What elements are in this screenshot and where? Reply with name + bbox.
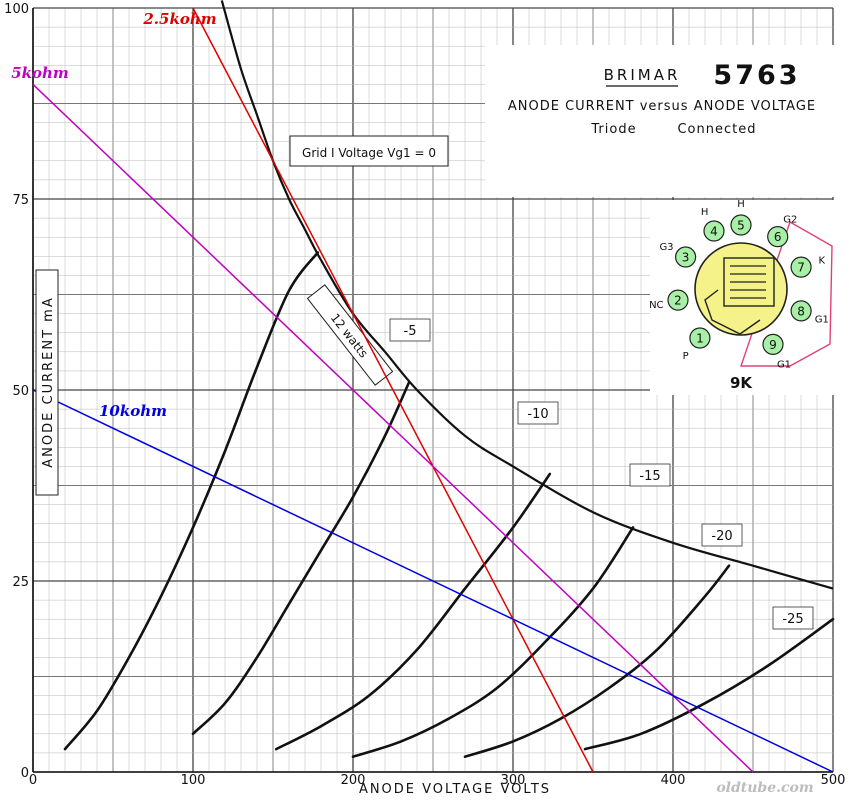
watermark: oldtube.com (716, 780, 813, 796)
pin-1-label: P (683, 351, 689, 362)
curve-label--5: -5 (404, 324, 417, 339)
tube-number: 5763 (713, 60, 800, 91)
pin-9-circle (762, 333, 784, 355)
x-axis-label: ANODE VOLTAGE VOLTS (359, 782, 551, 797)
electrode-lead (704, 289, 761, 335)
pin-8-circle (790, 300, 812, 322)
curve-vg1--20 (463, 564, 731, 758)
y-tick-label: 50 (12, 384, 29, 399)
pin-6-circle (767, 226, 789, 248)
tube-body (694, 242, 788, 336)
pin-6-number: 6 (774, 230, 782, 244)
x-tick-label: 200 (341, 773, 366, 788)
x-tick-label: 0 (29, 773, 37, 788)
pin-2-number: 2 (674, 294, 682, 308)
curve-vg1--25 (583, 617, 835, 751)
pin-7-circle (790, 256, 812, 278)
electrode-frame (723, 257, 775, 307)
curve-label--25: -25 (782, 612, 803, 627)
pin-4-number: 4 (710, 225, 718, 239)
pin-6-label: G2 (783, 215, 797, 226)
power-label-box: 12 watts (306, 284, 394, 386)
curve-label--20: -20 (711, 529, 732, 544)
base-label: 9K (730, 374, 753, 392)
pin-9-number: 9 (769, 338, 777, 352)
curve-vg1--15 (351, 526, 635, 758)
curves (63, 0, 835, 758)
curve-label-box (772, 606, 814, 630)
pin-3-label: G3 (659, 242, 673, 253)
load-line-label-2.5kohm: 2.5kohm (142, 10, 216, 28)
load-line-2.5kohm (192, 7, 594, 773)
pin-3-number: 3 (682, 251, 690, 265)
grid-voltage-label: Grid I Voltage Vg1 = 0 (302, 146, 436, 160)
y-tick-label: 25 (12, 575, 29, 590)
pin-5-label: H (737, 199, 745, 210)
y-tick-label: 75 (12, 193, 29, 208)
pin-1-number: 1 (696, 332, 704, 346)
pin-4-label: H (701, 207, 709, 218)
pin-9-label: G1 (777, 360, 791, 371)
y-tick-label: 0 (21, 766, 29, 781)
pin-7-number: 7 (797, 261, 805, 275)
x-tick-label: 100 (181, 773, 206, 788)
pin-outline (740, 220, 833, 367)
chart-title: ANODE CURRENT versus ANODE VOLTAGE (508, 99, 816, 114)
dissipation-curve (220, 0, 834, 590)
load-line-10kohm (32, 389, 834, 773)
labels: -5 -10 -15 -20 -25 2.5kohm 5kohm 10kohm (11, 10, 814, 630)
ylabel-box: ANODE CURRENT mA (35, 269, 59, 496)
pin-8-label: G1 (815, 314, 829, 325)
curve-label-box (629, 463, 671, 487)
brand-label: BRIMAR (604, 66, 681, 84)
pin-5-circle (730, 214, 752, 236)
info-box: BRIMAR 5763 ANODE CURRENT versus ANODE V… (485, 45, 835, 197)
load-line-label-10kohm: 10kohm (99, 402, 167, 420)
load-line-label-5kohm: 5kohm (11, 64, 69, 82)
x-tick-label: 300 (501, 773, 526, 788)
pin-4-circle (703, 220, 725, 242)
load-line-5kohm (32, 83, 754, 773)
curve-vg1-0 (63, 251, 320, 751)
load-lines (32, 7, 834, 773)
x-tick-label: 400 (661, 773, 686, 788)
curve-label--10: -10 (527, 407, 548, 422)
pin-1-circle (689, 327, 711, 349)
curve-vg1--10 (274, 472, 552, 751)
curve-vg1--5 (191, 381, 411, 736)
curve-label-box (389, 318, 431, 342)
grid-voltage-box: Grid I Voltage Vg1 = 0 (289, 135, 449, 167)
y-axis-label: ANODE CURRENT mA (41, 296, 56, 467)
x-tick-label: 500 (821, 773, 846, 788)
pin-5-number: 5 (737, 219, 745, 233)
pin-7-label: K (819, 256, 826, 267)
pin-2-label: NC (649, 300, 663, 311)
curve-label-box (701, 523, 743, 547)
pin-3-circle (674, 246, 697, 268)
curve-label--15: -15 (639, 469, 660, 484)
pin-2-circle (667, 289, 689, 311)
subtitle-right: Connected (677, 122, 756, 137)
subtitle-left: Triode (590, 122, 636, 137)
pin-8-number: 8 (797, 304, 805, 318)
curve-label-box (517, 401, 559, 425)
y-tick-label: 100 (4, 2, 29, 17)
